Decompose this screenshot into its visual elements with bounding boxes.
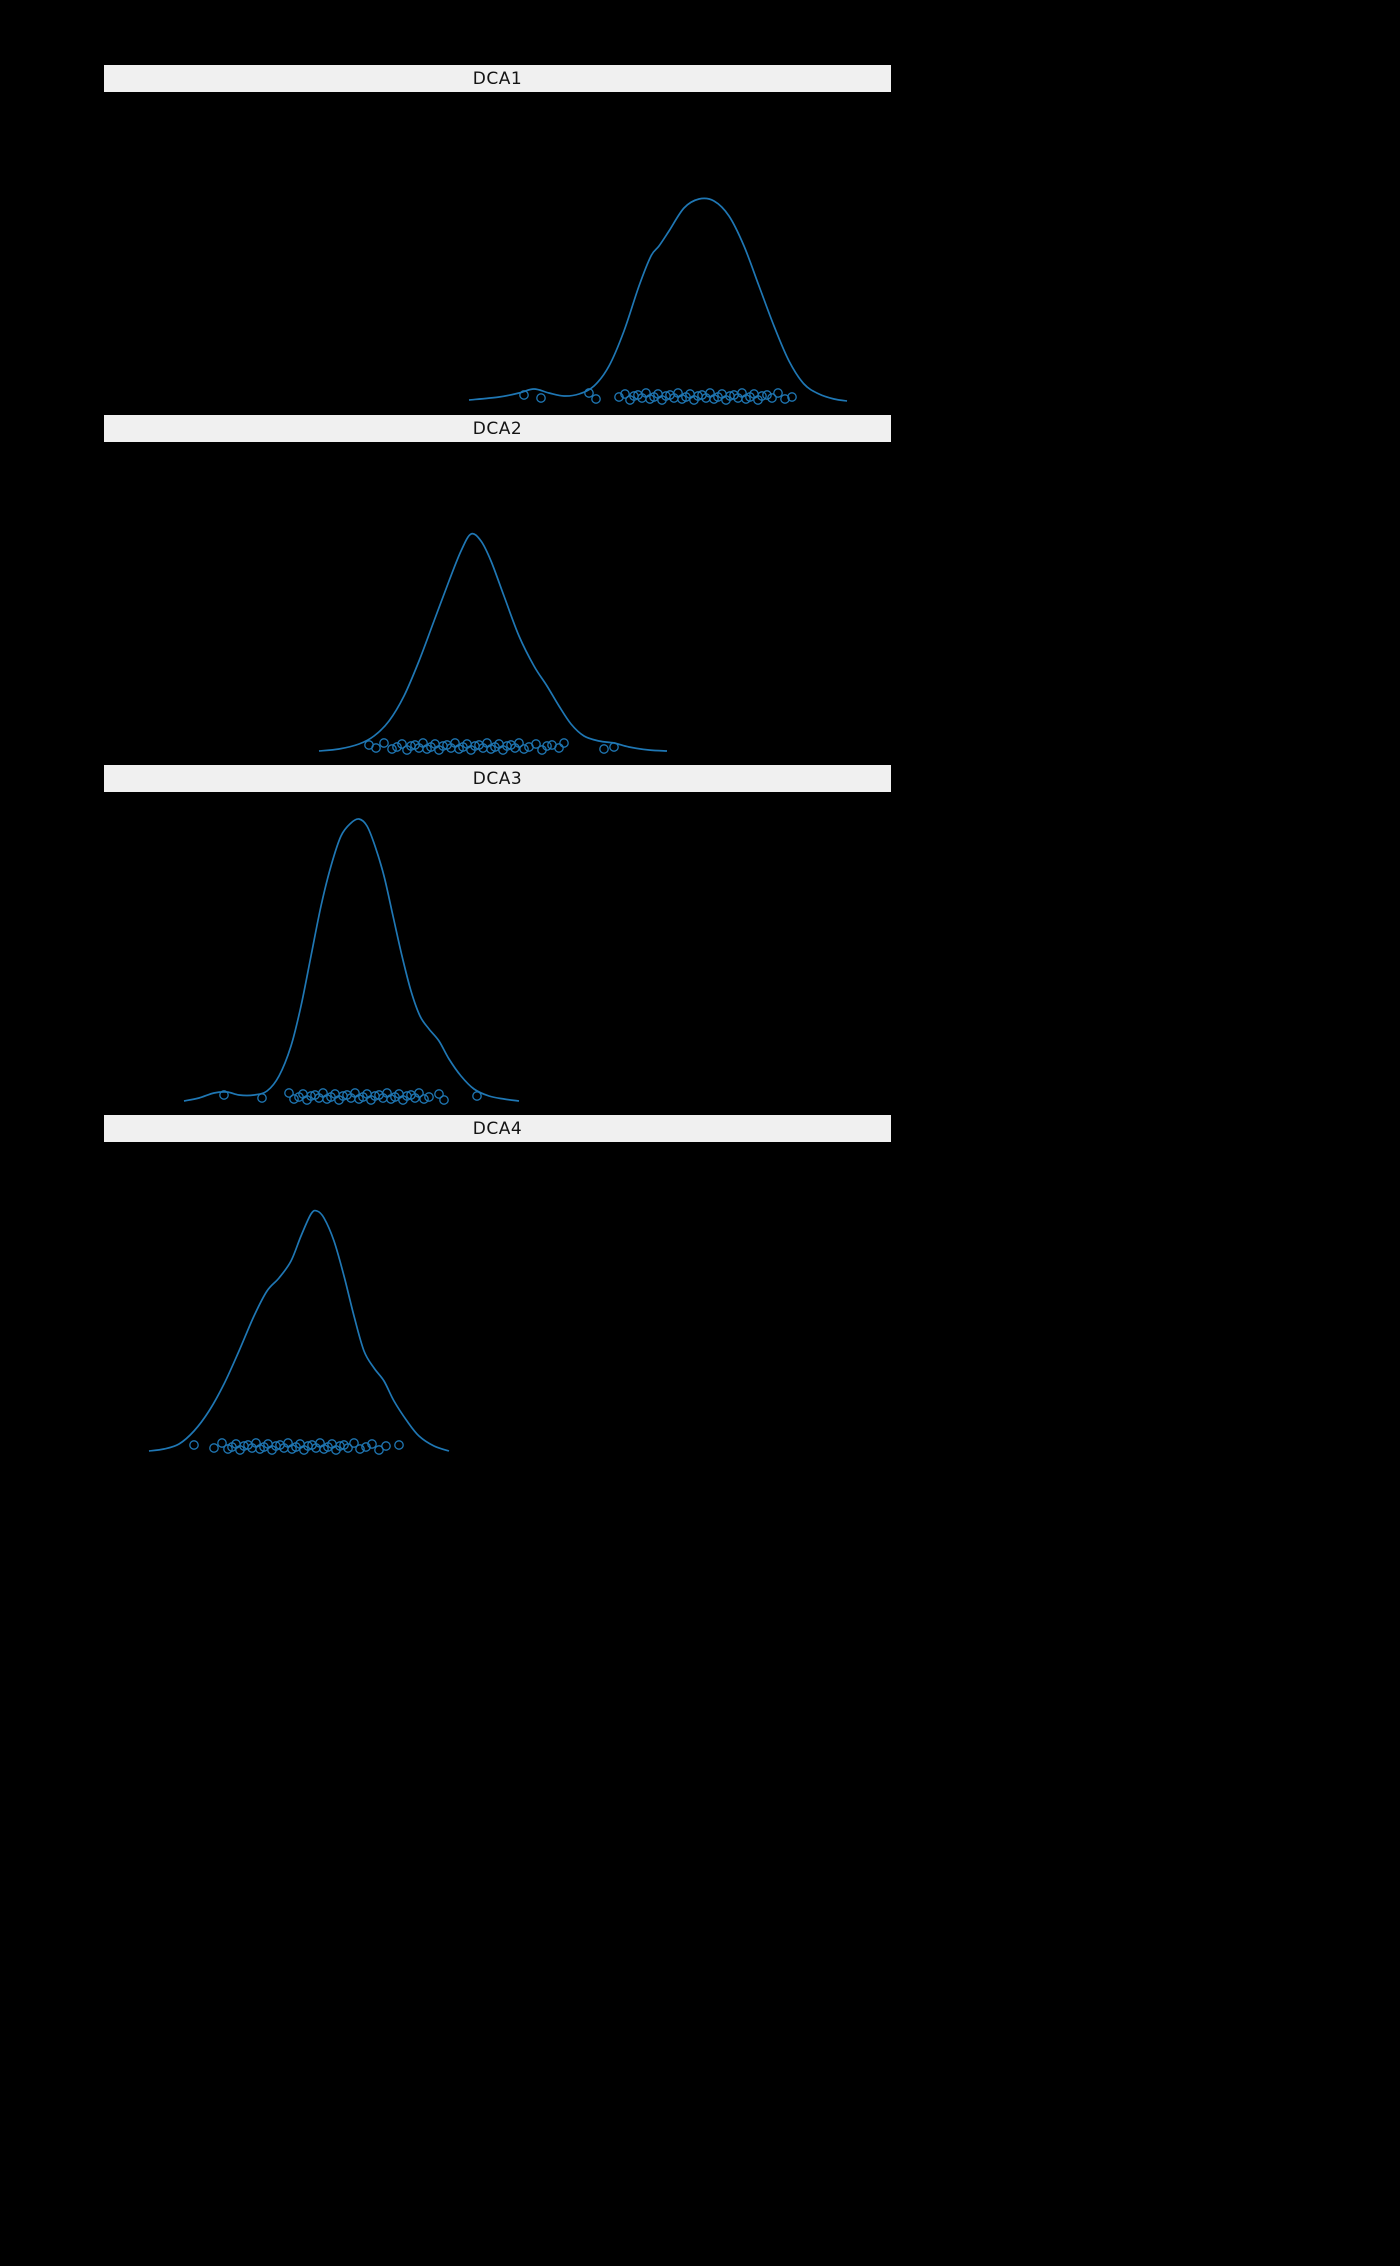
data-point — [349, 1438, 359, 1448]
data-point — [381, 1441, 391, 1451]
kde-curve — [468, 197, 848, 402]
data-point — [392, 742, 402, 752]
data-point — [379, 738, 389, 748]
data-point — [219, 1090, 229, 1100]
data-point — [773, 388, 783, 398]
data-point — [780, 394, 790, 404]
facet-strip-dca3: DCA3 — [104, 765, 891, 792]
kde-plot-dca4 — [148, 1209, 450, 1455]
data-point — [343, 1443, 353, 1453]
data-point — [284, 1088, 294, 1098]
data-point — [355, 1444, 365, 1454]
kde-plot-dca2 — [318, 532, 668, 755]
facet-title-dca2: DCA2 — [472, 418, 523, 439]
data-point — [584, 388, 594, 398]
data-point — [434, 1089, 444, 1099]
facet-strip-dca2: DCA2 — [104, 415, 891, 442]
data-point — [519, 390, 529, 400]
data-point — [767, 393, 777, 403]
facet-dca3: DCA3 — [104, 765, 891, 1116]
data-point — [614, 392, 624, 402]
data-point — [189, 1440, 199, 1450]
data-point — [519, 744, 529, 754]
data-point — [394, 1440, 404, 1450]
data-point — [387, 744, 397, 754]
data-point — [514, 738, 524, 748]
data-point — [371, 743, 381, 753]
data-point — [209, 1443, 219, 1453]
kde-plot-dca1 — [468, 197, 848, 405]
data-point — [374, 1445, 384, 1455]
data-point — [472, 1091, 482, 1101]
data-point — [591, 394, 601, 404]
facet-title-dca3: DCA3 — [472, 768, 523, 789]
data-point — [257, 1093, 267, 1103]
facet-dca1: DCA1 — [104, 65, 891, 416]
data-point — [531, 739, 541, 749]
data-point — [787, 392, 797, 402]
data-point — [397, 739, 407, 749]
data-point — [757, 391, 767, 401]
facet-dca4: DCA4 — [104, 1115, 891, 1466]
data-point — [439, 1095, 449, 1105]
data-point — [542, 741, 552, 751]
data-point — [599, 744, 609, 754]
data-point — [361, 1442, 371, 1452]
data-point — [554, 743, 564, 753]
facet-dca2: DCA2 — [104, 415, 891, 766]
data-point — [414, 1088, 424, 1098]
data-point — [419, 1094, 429, 1104]
kde-plot-dca3 — [183, 818, 520, 1105]
data-point — [367, 1439, 377, 1449]
data-point — [620, 389, 630, 399]
data-point — [559, 738, 569, 748]
data-point — [289, 1094, 299, 1104]
facet-title-dca1: DCA1 — [472, 68, 523, 89]
facet-strip-dca1: DCA1 — [104, 65, 891, 92]
data-point — [424, 1092, 434, 1102]
data-point — [536, 393, 546, 403]
data-point — [217, 1438, 227, 1448]
kde-curve — [318, 532, 668, 752]
kde-curve — [148, 1209, 450, 1452]
facet-strip-dca4: DCA4 — [104, 1115, 891, 1142]
data-point — [609, 742, 619, 752]
data-point — [762, 390, 772, 400]
kde-curve — [183, 818, 520, 1102]
facet-title-dca4: DCA4 — [472, 1118, 523, 1139]
